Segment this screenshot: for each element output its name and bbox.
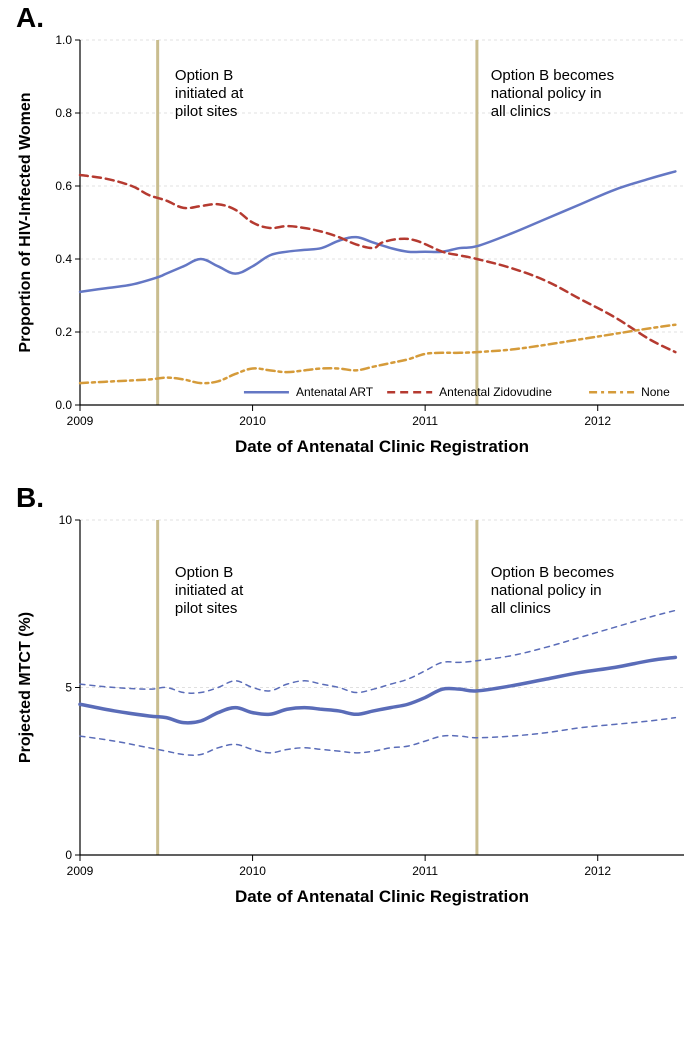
svg-text:10: 10: [59, 513, 73, 527]
svg-text:Option B: Option B: [175, 67, 233, 84]
svg-text:2009: 2009: [67, 864, 94, 878]
svg-text:national policy in: national policy in: [491, 582, 602, 599]
svg-text:5: 5: [65, 681, 72, 695]
svg-text:2011: 2011: [412, 414, 438, 428]
svg-text:0.6: 0.6: [55, 179, 72, 193]
svg-text:2012: 2012: [584, 414, 611, 428]
svg-text:Projected MTCT (%): Projected MTCT (%): [17, 612, 34, 763]
svg-text:0.4: 0.4: [55, 252, 72, 266]
svg-text:2009: 2009: [67, 414, 94, 428]
svg-text:1.0: 1.0: [55, 33, 72, 47]
panel-b-label: B.: [16, 482, 44, 514]
panel-a: A. 0.00.20.40.60.81.02009201020112012Opt…: [10, 10, 684, 470]
svg-text:Proportion of HIV-Infected Wom: Proportion of HIV-Infected Women: [17, 92, 34, 352]
chart-a: 0.0 0.2 0.4 0.6 0.8 1.0 2009 2010 2011 2012 Option…: [10, 10, 694, 470]
svg-text:pilot sites: pilot sites: [175, 103, 238, 120]
svg-text:None: None: [641, 385, 670, 399]
svg-text:2011: 2011: [412, 864, 438, 878]
svg-text:2010: 2010: [239, 414, 266, 428]
svg-text:all clinics: all clinics: [491, 103, 551, 120]
panel-b: B. 05102009201020112012Option Binitiated…: [10, 490, 684, 920]
svg-text:0: 0: [65, 848, 72, 862]
svg-text:2010: 2010: [239, 864, 266, 878]
svg-text:2012: 2012: [584, 864, 611, 878]
svg-text:Option B becomes: Option B becomes: [491, 67, 614, 84]
svg-text:pilot sites: pilot sites: [175, 600, 238, 617]
chart-b: 0 5 10 2009 2010 2011 2012 Option Binitiated at…: [10, 490, 694, 920]
svg-text:Date of Antenatal Clinic Regis: Date of Antenatal Clinic Registration: [235, 887, 529, 906]
svg-text:Antenatal Zidovudine: Antenatal Zidovudine: [439, 385, 552, 399]
svg-text:Date of Antenatal Clinic Regis: Date of Antenatal Clinic Registration: [235, 437, 529, 456]
svg-text:initiated at: initiated at: [175, 582, 244, 599]
svg-text:Antenatal ART: Antenatal ART: [296, 385, 374, 399]
svg-text:national policy in: national policy in: [491, 85, 602, 102]
svg-text:Option B: Option B: [175, 564, 233, 581]
svg-text:initiated at: initiated at: [175, 85, 244, 102]
svg-text:0.8: 0.8: [55, 106, 72, 120]
svg-text:0.2: 0.2: [55, 325, 72, 339]
svg-text:0.0: 0.0: [55, 398, 72, 412]
svg-text:Option B becomes: Option B becomes: [491, 564, 614, 581]
svg-text:all clinics: all clinics: [491, 600, 551, 617]
panel-a-label: A.: [16, 2, 44, 34]
